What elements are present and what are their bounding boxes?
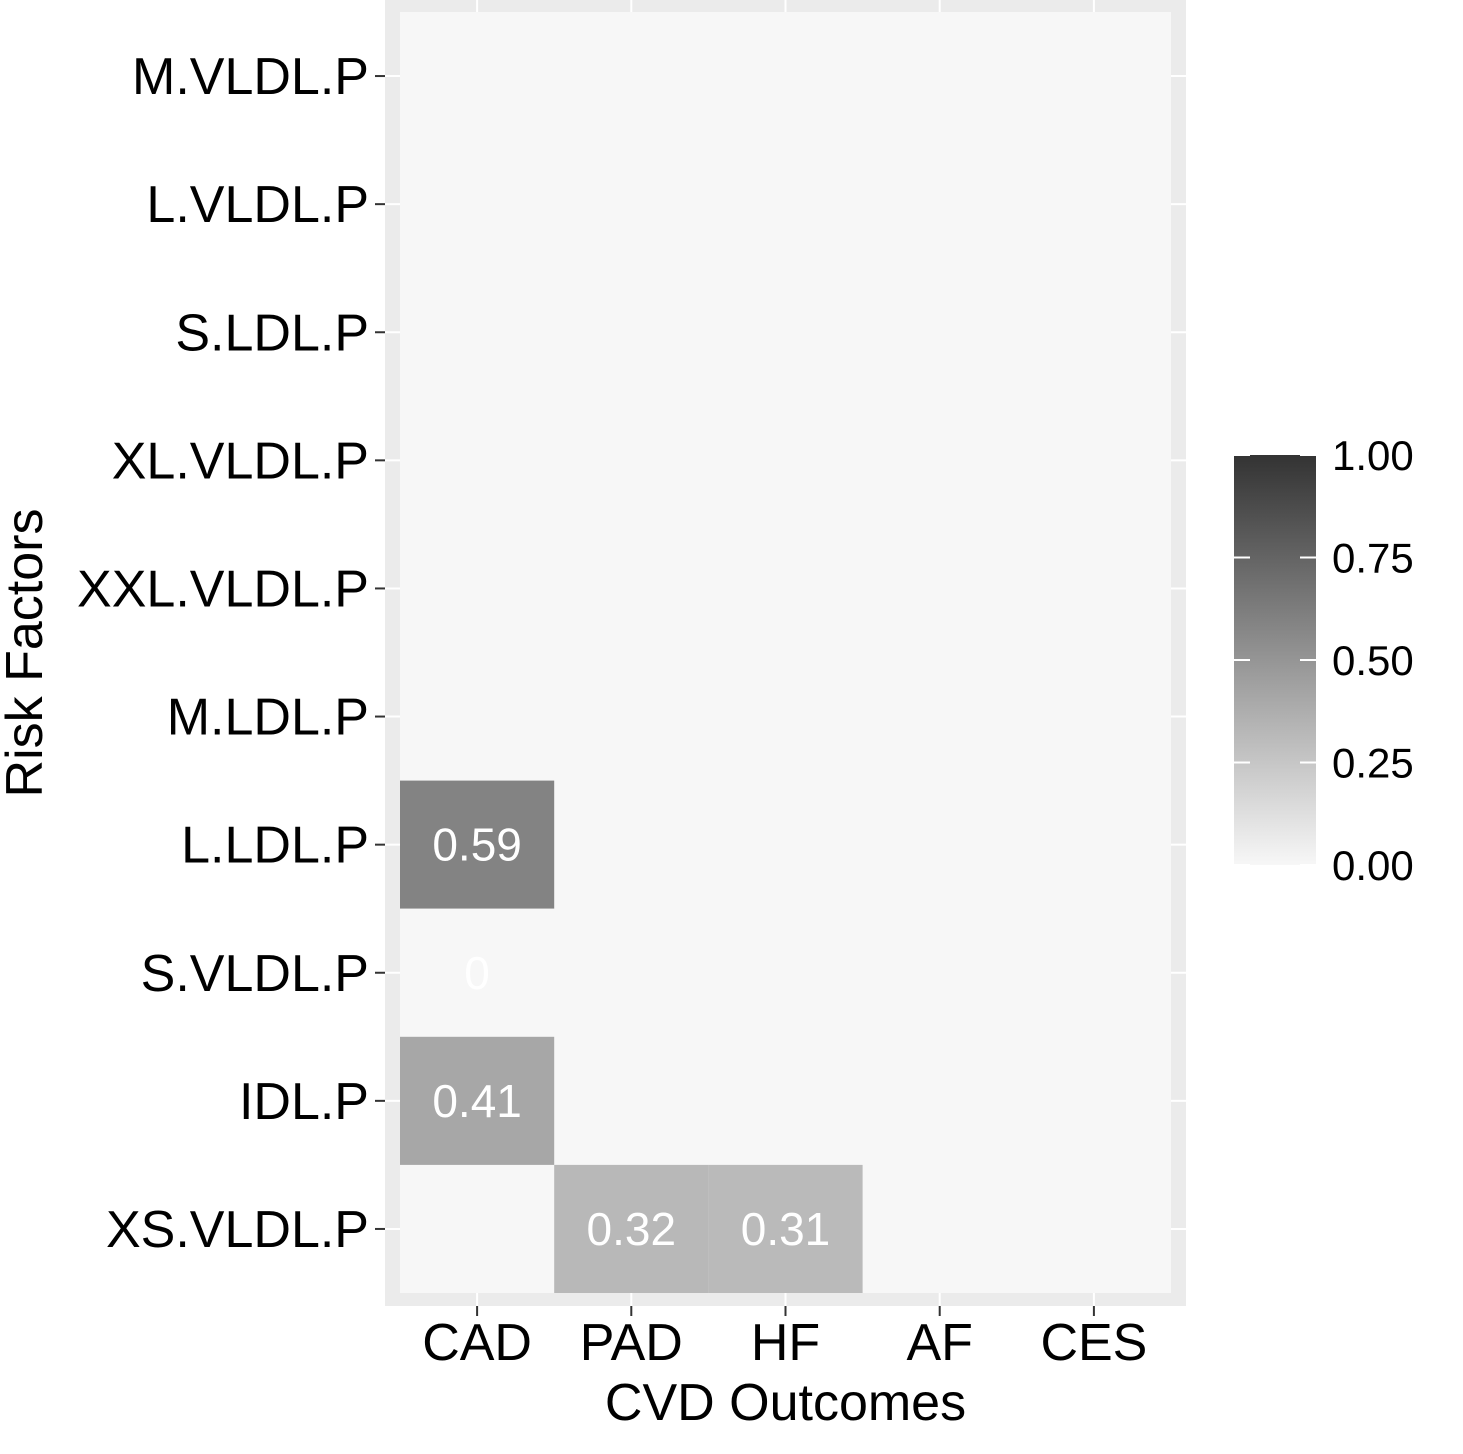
y-tick-label-xl-vldl-p: XL.VLDL.P bbox=[112, 432, 369, 490]
x-axis-title: CVD Outcomes bbox=[605, 1374, 966, 1432]
color-legend: 1.00 0.75 0.50 0.25 0.00 bbox=[1234, 432, 1414, 889]
x-tick-label-af: AF bbox=[906, 1314, 972, 1372]
x-tick-label-pad: PAD bbox=[580, 1314, 683, 1372]
x-tick-label-cad: CAD bbox=[422, 1314, 532, 1372]
cell-label-hf-xs-vldl-p: 0.31 bbox=[741, 1203, 831, 1255]
legend-tick-label-0-75: 0.75 bbox=[1332, 535, 1414, 582]
y-tick-label-m-ldl-p: M.LDL.P bbox=[167, 689, 369, 747]
cell-label-pad-xs-vldl-p: 0.32 bbox=[587, 1203, 677, 1255]
heatmap-cell-pad-xs-vldl-p bbox=[554, 1164, 709, 1293]
x-tick-label-hf: HF bbox=[751, 1314, 820, 1372]
cell-label-cad-s-vldl-p: 0 bbox=[464, 947, 490, 999]
heatmap-cell-cad-s-vldl-p bbox=[400, 908, 555, 1037]
y-tick-label-xs-vldl-p: XS.VLDL.P bbox=[106, 1201, 369, 1259]
y-tick-label-s-ldl-p: S.LDL.P bbox=[175, 304, 369, 362]
y-tick-label-m-vldl-p: M.VLDL.P bbox=[132, 48, 369, 106]
y-tick-label-idl-p: IDL.P bbox=[239, 1073, 369, 1131]
y-tick-label-xxl-vldl-p: XXL.VLDL.P bbox=[77, 560, 369, 618]
y-tick-label-l-vldl-p: L.VLDL.P bbox=[146, 176, 369, 234]
heatmap-cell-cad-idl-p bbox=[400, 1036, 555, 1165]
y-axis-title: Risk Factors bbox=[0, 509, 54, 798]
legend-tick-label-0-25: 0.25 bbox=[1332, 740, 1414, 787]
y-tick-label-l-ldl-p: L.LDL.P bbox=[181, 817, 369, 875]
heatmap-cell-cad-l-ldl-p bbox=[400, 780, 555, 909]
legend-tick-label-0-50: 0.50 bbox=[1332, 637, 1414, 684]
y-tick-label-s-vldl-p: S.VLDL.P bbox=[141, 945, 369, 1003]
heatmap-cells: 0.59 0 0.41 0.32 0.31 bbox=[400, 12, 1171, 1293]
x-tick-label-ces: CES bbox=[1040, 1314, 1147, 1372]
heatmap-cell-hf-xs-vldl-p bbox=[708, 1164, 863, 1293]
cell-label-cad-idl-p: 0.41 bbox=[432, 1075, 522, 1127]
axes: M.VLDL.P L.VLDL.P S.LDL.P XL.VLDL.P XXL.VLDL… bbox=[0, 48, 1147, 1432]
legend-tick-label-1-00: 1.00 bbox=[1332, 432, 1414, 479]
cell-label-cad-l-ldl-p: 0.59 bbox=[432, 819, 522, 871]
legend-tick-label-0-00: 0.00 bbox=[1332, 842, 1414, 889]
